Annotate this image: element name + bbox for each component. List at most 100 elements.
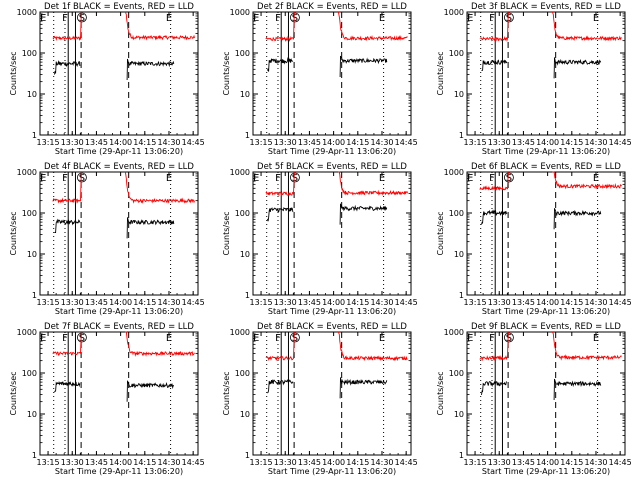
lld-series-line <box>265 11 408 42</box>
y-tick-label: 100 <box>449 369 464 378</box>
y-tick-label: 1000 <box>230 328 250 337</box>
marker-label: F <box>62 333 68 344</box>
y-axis-label: Counts/sec <box>222 371 231 415</box>
y-axis-label: Counts/sec <box>436 51 445 95</box>
x-tick-label: 14:30 <box>370 138 393 147</box>
y-tick-label: 100 <box>235 49 250 58</box>
x-tick-label: 14:00 <box>322 138 345 147</box>
y-tick-label: 10 <box>240 90 250 99</box>
marker-label: S <box>79 173 85 184</box>
x-tick-label: 13:15 <box>37 298 60 307</box>
y-tick-label: 1000 <box>17 328 37 337</box>
y-tick-label: 100 <box>22 49 37 58</box>
lld-series-line <box>52 11 195 42</box>
x-tick-label: 14:00 <box>109 138 132 147</box>
x-axis-label: Start Time (29-Apr-11 13:06:20) <box>482 307 610 316</box>
marker-label: E <box>253 333 259 344</box>
x-tick-label: 14:30 <box>370 298 393 307</box>
events-series-line <box>481 57 602 79</box>
marker-label: S <box>506 333 512 344</box>
x-tick-label: 13:30 <box>61 458 84 467</box>
panel-title: Det 9f BLACK = Events, RED = LLD <box>471 322 621 332</box>
x-tick-label: 13:45 <box>512 138 535 147</box>
x-tick-label: 13:45 <box>298 458 321 467</box>
marker-s-circle <box>77 172 87 183</box>
marker-label: E <box>166 173 172 184</box>
marker-label: E <box>40 173 46 184</box>
panel-3: Det 3f BLACK = Events, RED = LLD 1 10 100 10… <box>436 2 632 156</box>
panel-frame <box>252 331 412 456</box>
panel-title: Det 2f BLACK = Events, RED = LLD <box>257 2 407 12</box>
x-tick-label: 14:15 <box>560 138 583 147</box>
x-tick-label: 14:15 <box>560 298 583 307</box>
x-tick-label: 13:30 <box>274 298 297 307</box>
panel-frame <box>39 11 199 136</box>
x-tick-label: 14:45 <box>182 458 205 467</box>
y-axis-label: Counts/sec <box>9 211 18 255</box>
y-tick-label: 100 <box>449 209 464 218</box>
marker-s-circle <box>77 332 87 343</box>
events-series-line <box>267 55 388 78</box>
y-tick-label: 10 <box>240 250 250 259</box>
x-tick-label: 13:45 <box>512 298 535 307</box>
x-tick-label: 13:15 <box>250 298 273 307</box>
panel-9: Det 9f BLACK = Events, RED = LLD 1 10 100 10… <box>436 322 632 476</box>
panel-2: Det 2f BLACK = Events, RED = LLD 1 10 100 10… <box>222 2 418 156</box>
y-tick-label: 100 <box>449 49 464 58</box>
x-tick-label: 14:00 <box>109 298 132 307</box>
y-tick-label: 1 <box>459 291 464 300</box>
lld-series-line <box>265 331 408 362</box>
marker-label: E <box>253 13 259 24</box>
x-tick-label: 13:30 <box>488 138 511 147</box>
marker-label: F <box>62 13 68 24</box>
events-series-line <box>54 380 174 402</box>
x-tick-label: 14:15 <box>133 298 156 307</box>
marker-label: S <box>79 333 85 344</box>
panel-7: Det 7f BLACK = Events, RED = LLD 1 10 100 10… <box>9 322 205 476</box>
marker-s-circle <box>77 12 87 23</box>
y-tick-label: 100 <box>235 209 250 218</box>
y-tick-label: 10 <box>27 410 37 419</box>
x-tick-label: 13:30 <box>274 138 297 147</box>
panel-1: Det 1f BLACK = Events, RED = LLD 1 10 100 10… <box>9 2 205 156</box>
lld-series-line <box>479 11 622 43</box>
x-tick-label: 14:45 <box>182 138 205 147</box>
y-tick-label: 10 <box>240 410 250 419</box>
marker-s-circle <box>504 172 514 183</box>
x-tick-label: 14:30 <box>584 458 607 467</box>
x-tick-label: 13:15 <box>464 458 487 467</box>
lld-series-line <box>479 171 622 192</box>
marker-label: E <box>40 333 46 344</box>
y-tick-label: 1 <box>459 451 464 460</box>
y-axis-label: Counts/sec <box>9 371 18 415</box>
panel-frame <box>466 331 626 456</box>
y-axis-label: Counts/sec <box>436 371 445 415</box>
marker-label: S <box>292 13 298 24</box>
panel-frame <box>466 171 626 296</box>
panel-frame <box>252 171 412 296</box>
x-tick-label: 14:30 <box>157 138 180 147</box>
events-series-line <box>54 217 175 239</box>
x-tick-label: 14:15 <box>133 138 156 147</box>
y-tick-label: 1000 <box>230 168 250 177</box>
marker-label: E <box>593 173 599 184</box>
x-tick-label: 14:00 <box>322 458 345 467</box>
lld-series-line <box>52 171 195 204</box>
y-tick-label: 1000 <box>444 8 464 17</box>
x-tick-label: 14:00 <box>536 298 559 307</box>
x-tick-label: 14:45 <box>609 298 632 307</box>
x-axis-label: Start Time (29-Apr-11 13:06:20) <box>55 147 183 156</box>
x-tick-label: 14:30 <box>584 298 607 307</box>
events-series-line <box>267 203 388 225</box>
lld-series-line <box>52 331 195 357</box>
panel-title: Det 6f BLACK = Events, RED = LLD <box>471 162 621 172</box>
marker-label: E <box>166 333 172 344</box>
x-axis-label: Start Time (29-Apr-11 13:06:20) <box>268 147 396 156</box>
panel-frame <box>466 11 626 136</box>
x-tick-label: 14:15 <box>560 458 583 467</box>
panel-frame <box>39 331 199 456</box>
marker-label: E <box>593 13 599 24</box>
y-tick-label: 1 <box>245 291 250 300</box>
marker-label: E <box>40 13 46 24</box>
marker-label: S <box>292 333 298 344</box>
